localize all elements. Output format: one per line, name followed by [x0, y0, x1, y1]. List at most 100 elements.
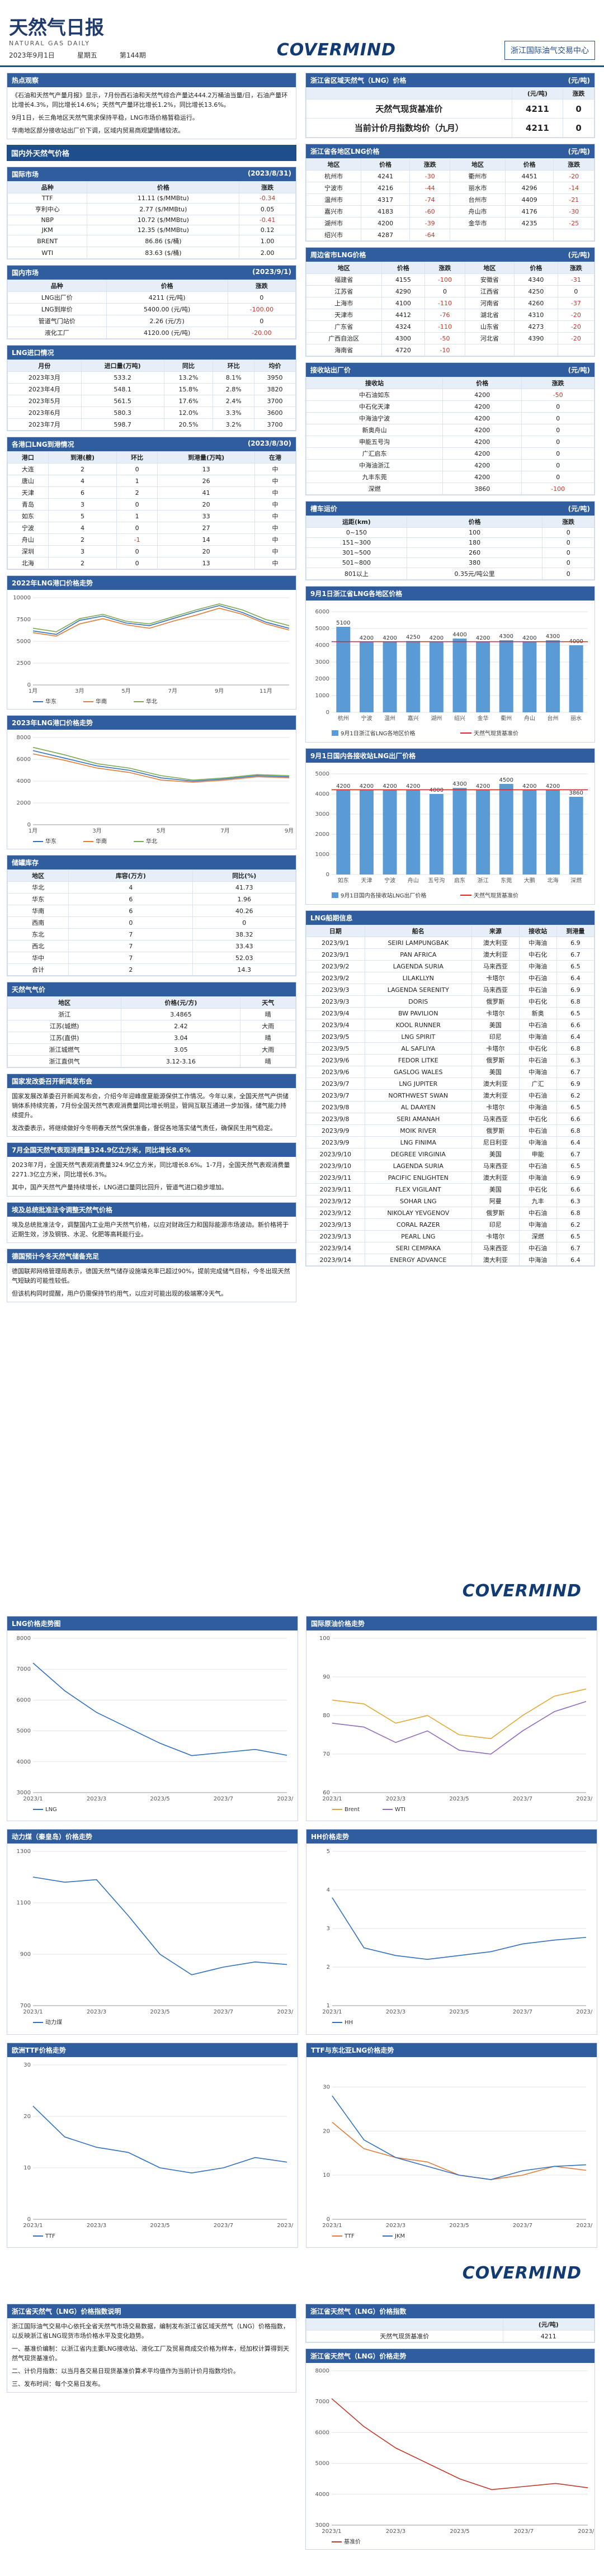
cell: 4317 — [361, 193, 410, 206]
paragraph: 埃及总统批准法令，调整国内工业用户天然气价格，以应对财政压力和国际能源市场波动。… — [12, 1221, 289, 1238]
x-tick-label: 3月 — [75, 688, 84, 694]
cell: 深燃 — [518, 1230, 557, 1242]
block-title: 槽车运价 (元/吨) — [306, 502, 594, 516]
block-title-text: 9月1日国内各接收站LNG出厂价格 — [310, 752, 416, 760]
cell: 2 — [48, 557, 117, 570]
column-header: 地区 — [306, 262, 382, 274]
row: 嘉兴市 4183 -60 舟山市 4176 -30 — [305, 205, 594, 218]
cell: 2023/9/6 — [306, 1054, 365, 1066]
cell: 7 — [68, 928, 194, 941]
cell: 江西省 — [464, 285, 515, 297]
cell: -0.41 — [239, 215, 296, 226]
row: 2023/9/9 MOIK RIVER 俄罗斯 中石油 6.8 — [306, 1124, 595, 1137]
block: 各港口LNG到港情况 (2023/8/30) 港口 到港(艘) 环比 到港量(万吨) 在港大… — [7, 437, 296, 570]
x-tick-label: 2023/7 — [214, 1796, 233, 1802]
cell: 2023/9/7 — [306, 1089, 365, 1102]
cell: 3.3% — [213, 407, 255, 419]
cell: 管道气门站价 — [7, 315, 107, 328]
cell: 0 — [563, 99, 594, 119]
value-label: 4200 — [522, 635, 536, 641]
cell: 0 — [116, 522, 158, 535]
column-header: 接收站 — [518, 925, 557, 937]
subtitle: NATURAL GAS DAILY — [9, 40, 90, 47]
cell: 华北 — [7, 881, 69, 894]
x-tick-label: 丽水 — [570, 715, 582, 722]
cell: 2 — [48, 533, 117, 546]
y-tick-label: 0 — [27, 682, 31, 688]
cell: 中石化 — [518, 1042, 557, 1055]
column-header: 价格 — [514, 262, 558, 274]
block: 浙江省天然气（LNG）价格指数 (元/吨) 天然气现货基准价 4211 — [305, 2304, 595, 2343]
row: 2023/9/10 LAGENDA SURIA 马来西亚 中石油 6.5 — [306, 1160, 595, 1172]
column-header: 地区 — [464, 262, 515, 274]
block-title: 国内市场 (2023/9/1) — [7, 266, 296, 280]
cell: 0 — [521, 471, 594, 483]
block: 国内市场 (2023/9/1) 品种 价格 涨跌 LNG出厂价 4211 (元/吨) 0 LNG… — [7, 265, 296, 340]
line — [32, 608, 290, 637]
cell: 0 — [227, 291, 296, 304]
row: 151~300 180 0 — [306, 537, 594, 548]
cell: 江苏(直供) — [7, 1032, 122, 1044]
cell: 3700 — [254, 418, 296, 431]
column-header: 地区 — [450, 158, 506, 171]
cell: 0 — [521, 424, 594, 436]
cell: 2 — [116, 486, 158, 499]
y-tick-label: 1000 — [315, 852, 329, 858]
cell: -100 — [424, 273, 465, 286]
cell: 0 — [521, 436, 594, 448]
cell: 12.0% — [163, 407, 214, 419]
x-tick-label: 2023/9 — [576, 2223, 593, 2229]
cell: NBP — [7, 215, 88, 226]
cell: 尼日利亚 — [471, 1136, 520, 1148]
block-title: 德国预计今冬天然气储备充足 — [7, 1249, 296, 1263]
table: 日期 船名 来源 接收站 到港量 2023/9/1 SEIRI LAMPUNGBAK 澳大利亚… — [306, 925, 595, 1266]
cell: 6.8 — [556, 1124, 595, 1137]
unit: (2023/9/1) — [252, 268, 291, 276]
cell: 湖州市 — [305, 217, 362, 229]
cell: 4310 — [514, 309, 558, 321]
row: 2023/9/11 FLEX VIGILANT 美国 中石化 6.6 — [306, 1183, 595, 1195]
cell: 中海油 — [518, 1031, 557, 1043]
cell: 2023/9/14 — [306, 1254, 365, 1266]
cell: PEARL LNG — [364, 1230, 473, 1242]
x-tick-label: 2023/3 — [386, 2223, 405, 2229]
x-tick-label: 2023/9 — [578, 2528, 594, 2535]
cell: 13.2% — [163, 371, 214, 384]
cell: 中石油 — [518, 972, 557, 984]
line — [332, 1701, 587, 1755]
block: 2023年LNG港口价格走势 0 2000 4000 6000 8000 1月 3月 5月 7月 9… — [7, 715, 296, 850]
block: 周边省市LNG价格 (元/吨) 地区 价格 涨跌 地区 价格 涨跌 福建省 4155 -100 安徽省… — [305, 247, 595, 357]
right-column: 浙江省区域天然气（LNG）价格 (元/吨) (元/吨) 涨跌 天然气现货基准价 4211 0… — [305, 73, 595, 1566]
cell: 33 — [157, 510, 256, 523]
cell: -10 — [424, 344, 465, 356]
cell: 2.77 ($/MMBtu) — [87, 203, 240, 216]
block: 国际原油价格走势 60 70 80 90 100 2023/1 2023/3 2023/5 202… — [306, 1616, 597, 1822]
x-tick-label: 东莞 — [501, 877, 512, 884]
x-tick-label: 11月 — [259, 688, 272, 694]
x-tick-label: 舟山 — [408, 877, 419, 884]
row: 天然气现货基准价 4211 — [306, 2330, 595, 2342]
cell: 中石油 — [518, 1089, 557, 1102]
cell: 当前计价月指数均价（九月） — [306, 118, 512, 138]
cell: 0 — [542, 537, 594, 548]
cell: -39 — [409, 217, 451, 229]
block-title: 浙江省天然气（LNG）价格走势 — [306, 2349, 594, 2363]
cell — [464, 344, 515, 356]
block-title: 国家发改委召开新闻发布会 — [7, 1074, 296, 1089]
block-title-text: 浙江省天然气（LNG）价格走势 — [310, 2352, 407, 2360]
legend-label: TTF — [45, 2233, 55, 2239]
block-title-text: 7月全国天然气表观消费量324.9亿立方米，同比增长8.6% — [12, 1146, 191, 1155]
row: 2023年3月 533.2 13.2% 8.1% 3950 — [7, 371, 296, 384]
block-title: 7月全国天然气表观消费量324.9亿立方米，同比增长8.6% — [7, 1143, 296, 1157]
cell: 青岛 — [7, 498, 49, 511]
x-tick-label: 2023/7 — [514, 2528, 534, 2535]
cell: 中石油如东 — [305, 389, 443, 401]
row: 中石化天津 4200 0 — [305, 400, 594, 413]
cell: AL SAFLIYA — [364, 1042, 473, 1055]
row: 中海油浙江 4200 0 — [305, 459, 594, 471]
column-header: 接收站 — [305, 377, 443, 389]
cell: 6 — [48, 486, 117, 499]
cell: 4183 — [361, 205, 410, 218]
cell: 温州市 — [305, 193, 362, 206]
